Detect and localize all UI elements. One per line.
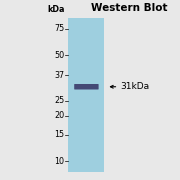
- Text: 10: 10: [54, 157, 64, 166]
- Text: 20: 20: [54, 111, 64, 120]
- Text: 25: 25: [54, 96, 64, 105]
- Text: 31kDa: 31kDa: [120, 82, 150, 91]
- Text: Western Blot: Western Blot: [91, 3, 167, 13]
- Text: 15: 15: [54, 130, 64, 139]
- FancyBboxPatch shape: [74, 84, 99, 89]
- Bar: [68, 18, 104, 172]
- Text: 75: 75: [54, 24, 64, 33]
- Text: 50: 50: [54, 51, 64, 60]
- Text: kDa: kDa: [47, 5, 64, 14]
- Text: 37: 37: [54, 71, 64, 80]
